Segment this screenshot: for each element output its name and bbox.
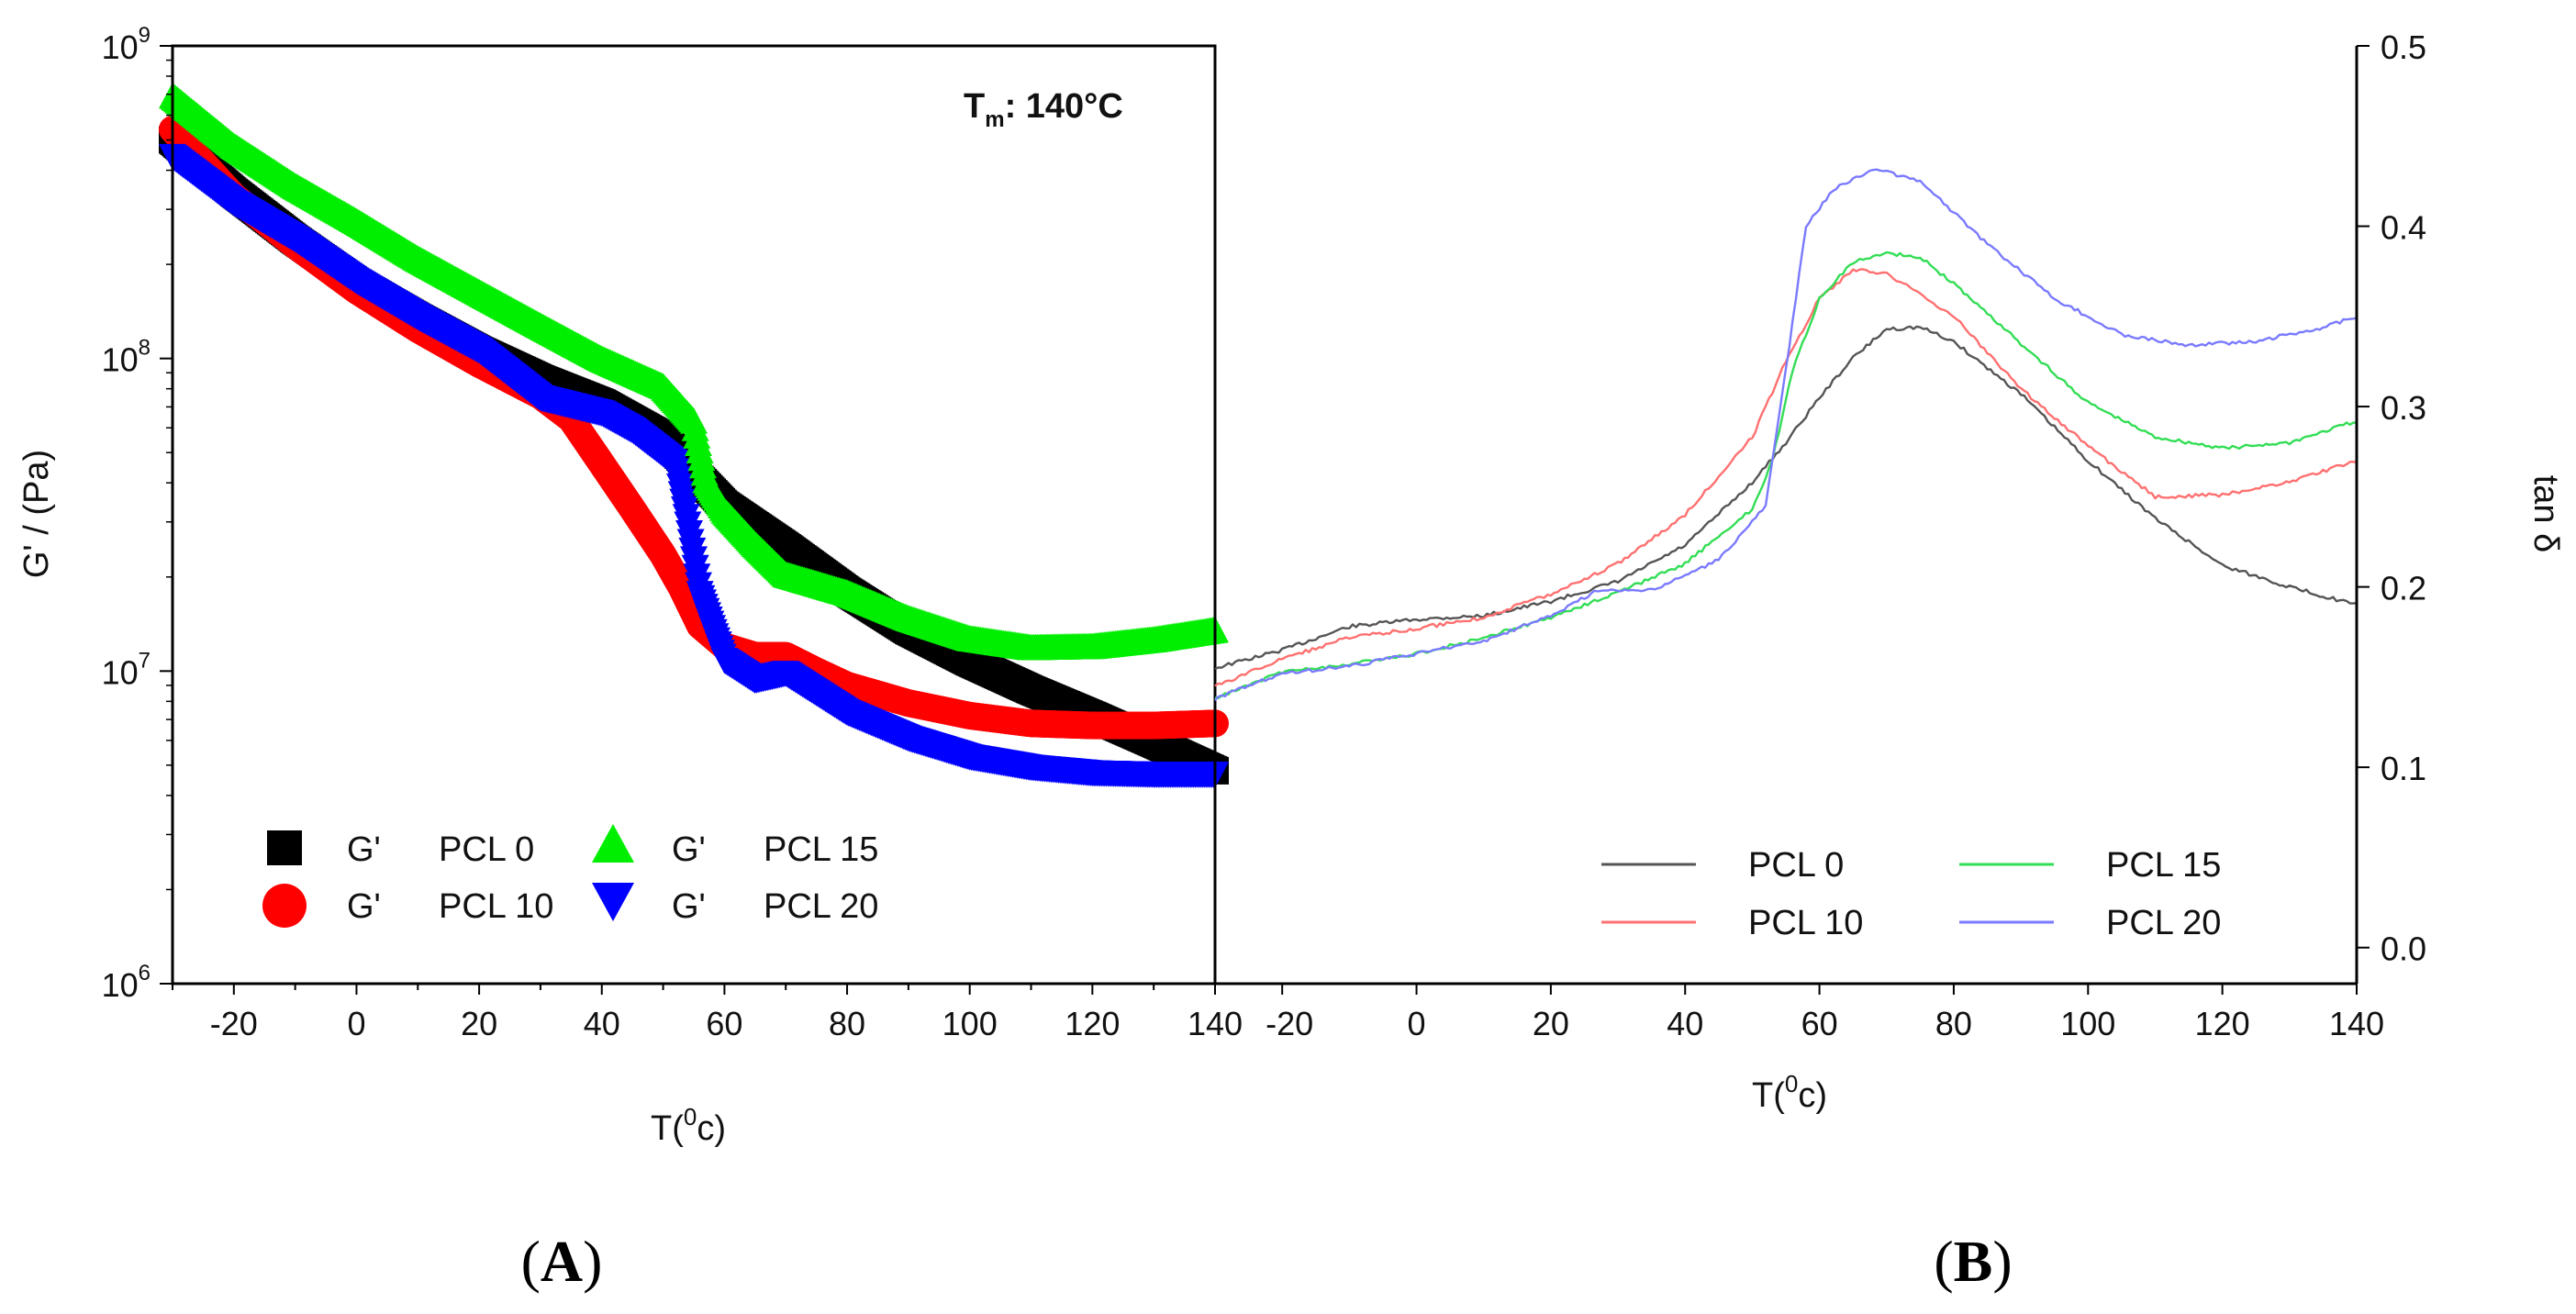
- panel-a-y-axis: 106 107 108 109: [102, 23, 173, 1004]
- legend-item-pcl-20: G' PCL 20: [592, 883, 878, 926]
- y-tick-label: 0.1: [2381, 750, 2426, 787]
- x-tick-label: 40: [1667, 1005, 1703, 1042]
- panel-b-y-axis-label: tan δ: [2526, 475, 2565, 553]
- legend-prefix: G': [672, 830, 706, 869]
- panel-b-series-layer: [1214, 168, 2358, 702]
- y-tick-label: 0.2: [2381, 570, 2426, 607]
- panel-a-y-axis-label: G' / (Pa): [17, 450, 56, 578]
- x-tick-label: 120: [1065, 1005, 1120, 1042]
- panel-b-y-axis: 0.0 0.1 0.2 0.3 0.4 0.5: [2357, 28, 2426, 968]
- legend-label: PCL 0: [1748, 846, 1844, 885]
- panel-b-x-axis: -20 0 20 40 60 80 100 120 140: [1266, 984, 2384, 1042]
- legend-prefix: G': [347, 887, 381, 926]
- x-tick-label: 120: [2195, 1005, 2250, 1042]
- y-tick-label: 107: [102, 648, 151, 691]
- legend-item-pcl-0: G' PCL 0: [267, 830, 534, 869]
- x-tick-label: 100: [942, 1005, 998, 1042]
- legend-item-pcl-10: PCL 10: [1601, 904, 1863, 942]
- legend-marker-triangle-up: [592, 824, 634, 863]
- x-tick-label: 0: [347, 1005, 365, 1042]
- panel-b-x-axis-label: T(0c): [1752, 1070, 1827, 1115]
- x-tick-label: -20: [210, 1005, 258, 1042]
- melting-temperature-annotation: Tm: 140°C: [964, 87, 1123, 132]
- legend-label: PCL 20: [764, 887, 878, 926]
- legend-label: PCL 10: [1748, 904, 1863, 942]
- x-tick-label: 40: [584, 1005, 620, 1042]
- y-tick-label: 109: [102, 23, 151, 66]
- legend-prefix: G': [672, 887, 706, 926]
- series-pcl-15: [159, 82, 1229, 661]
- legend-item-pcl-10: G' PCL 10: [262, 884, 553, 928]
- x-tick-label: 20: [1533, 1005, 1569, 1042]
- panel-a-plot-frame: [171, 44, 1217, 986]
- x-tick-label: 60: [706, 1005, 742, 1042]
- series-pcl-20: [159, 143, 1229, 788]
- series-line-pcl-20: [1214, 168, 2358, 702]
- legend-marker-triangle-down: [592, 883, 634, 921]
- series-line-pcl-0: [1214, 325, 2358, 671]
- legend-label: PCL 10: [439, 887, 553, 926]
- legend-item-pcl-0: PCL 0: [1601, 846, 1844, 885]
- y-tick-label: 106: [102, 961, 151, 1004]
- x-tick-label: 140: [1188, 1005, 1243, 1042]
- x-tick-label: 100: [2060, 1005, 2115, 1042]
- y-tick-label: 0.3: [2381, 389, 2426, 427]
- x-tick-label: 20: [461, 1005, 497, 1042]
- panel-a-legend: G' PCL 0 G' PCL 10 G' PCL 15 G' PCL 20: [262, 824, 878, 928]
- panel-b-legend: PCL 0 PCL 10 PCL 15 PCL 20: [1601, 846, 2221, 942]
- legend-marker-square: [267, 830, 302, 865]
- y-tick-label: 0.5: [2381, 28, 2426, 66]
- legend-marker-circle: [262, 884, 307, 928]
- panel-a-chart: -20 0 20 40 60 80 100 120 140 106 107 108 109 T(0c)…: [17, 23, 1243, 1148]
- legend-item-pcl-15: PCL 15: [1959, 846, 2221, 885]
- x-tick-label: -20: [1266, 1005, 1313, 1042]
- x-tick-label: 140: [2329, 1005, 2384, 1042]
- y-tick-label: 108: [102, 336, 151, 379]
- panel-b-caption: (B): [1934, 1229, 2012, 1294]
- legend-prefix: G': [347, 830, 381, 869]
- y-tick-label: 0.0: [2381, 930, 2426, 968]
- legend-item-pcl-15: G' PCL 15: [592, 824, 878, 869]
- x-tick-label: 60: [1801, 1005, 1838, 1042]
- panel-a-series-layer: [159, 82, 1229, 788]
- panel-a-x-axis-label: T(0c): [651, 1103, 726, 1148]
- y-tick-label: 0.4: [2381, 209, 2426, 247]
- legend-label: PCL 0: [439, 830, 534, 869]
- x-tick-label: 0: [1408, 1005, 1426, 1042]
- legend-item-pcl-20: PCL 20: [1959, 904, 2221, 942]
- x-tick-label: 80: [829, 1005, 865, 1042]
- panel-b-chart: -20 0 20 40 60 80 100 120 140 0.0 0.1 0.2 0.3 0.4 0.5…: [1214, 28, 2565, 1115]
- legend-label: PCL 15: [2106, 846, 2221, 885]
- legend-label: PCL 20: [2106, 904, 2221, 942]
- legend-label: PCL 15: [764, 830, 878, 869]
- panel-a-caption: (A): [521, 1229, 603, 1294]
- panel-a-x-axis: -20 0 20 40 60 80 100 120 140: [172, 984, 1243, 1042]
- x-tick-label: 80: [1935, 1005, 1972, 1042]
